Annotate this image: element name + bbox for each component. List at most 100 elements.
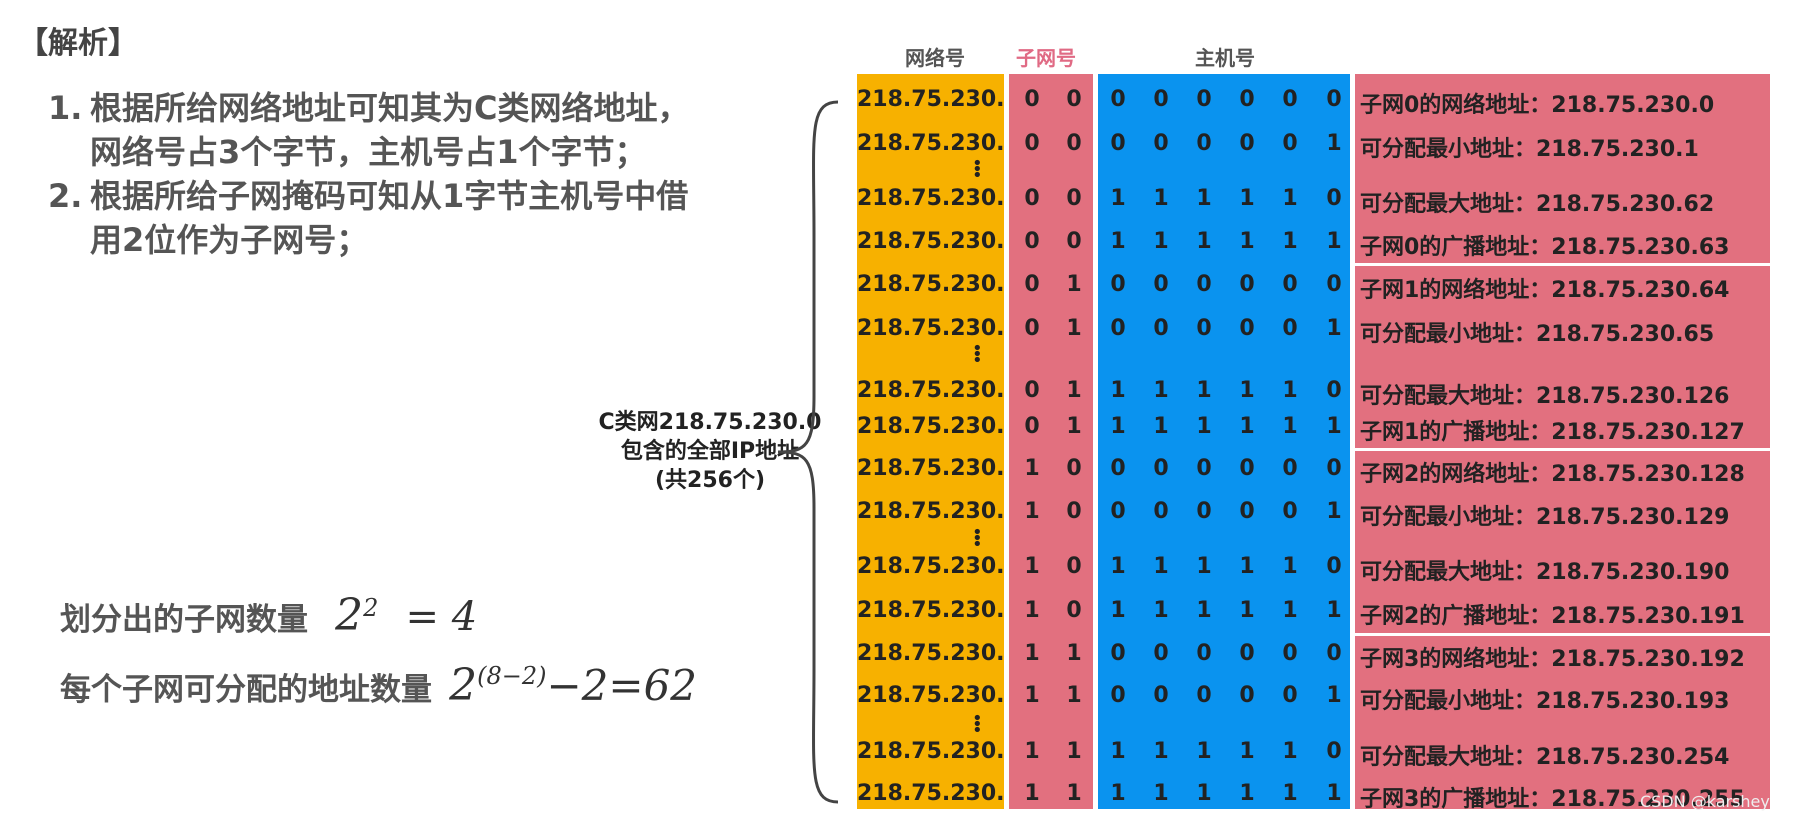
- host-bit: 0: [1153, 456, 1169, 481]
- host-bit: 1: [1282, 554, 1298, 579]
- host-bit: 1: [1282, 229, 1298, 254]
- host-bit: 1: [1196, 414, 1212, 439]
- host-bit: 0: [1282, 272, 1298, 297]
- brace-label: C类网218.75.230.0 包含的全部IP地址 (共256个): [580, 408, 840, 495]
- address-annotation: 子网0的广播地址：218.75.230.63: [1360, 235, 1730, 260]
- formula-result: = 4: [405, 594, 478, 640]
- host-bit: 1: [1110, 554, 1126, 579]
- host-bit: 0: [1153, 272, 1169, 297]
- host-bit: 1: [1282, 598, 1298, 623]
- address-annotation: 子网3的广播地址：218.75.230.255: [1360, 787, 1745, 812]
- host-bit: 0: [1196, 316, 1212, 341]
- address-annotation: 子网1的广播地址：218.75.230.127: [1360, 420, 1745, 445]
- host-bit: 1: [1153, 414, 1169, 439]
- address-annotation: 子网2的网络地址：218.75.230.128: [1360, 462, 1745, 487]
- host-bit: 0: [1326, 554, 1342, 579]
- host-bit: 1: [1153, 739, 1169, 764]
- address-annotation: 可分配最小地址：218.75.230.65: [1360, 322, 1715, 347]
- host-bit: 0: [1196, 499, 1212, 524]
- host-bit: 1: [1110, 598, 1126, 623]
- host-bit: 0: [1153, 683, 1169, 708]
- network-prefix: 218.75.230.: [857, 316, 1005, 341]
- host-bit: 0: [1110, 641, 1126, 666]
- host-bit: 0: [1282, 316, 1298, 341]
- host-bit: 0: [1326, 186, 1342, 211]
- network-prefix: 218.75.230.: [857, 683, 1005, 708]
- host-bit: 1: [1110, 414, 1126, 439]
- subnet-bit: 0: [1024, 272, 1040, 297]
- item-number: 2.: [48, 177, 83, 215]
- host-bit: 1: [1282, 414, 1298, 439]
- host-bit: 1: [1110, 378, 1126, 403]
- host-bit: 0: [1282, 683, 1298, 708]
- explanation-list: 1. 根据所给网络地址可知其为C类网络地址， 网络号占3个字节，主机号占1个字节…: [48, 86, 690, 262]
- host-bit: 1: [1153, 554, 1169, 579]
- host-bit: 0: [1239, 456, 1255, 481]
- subnet-bit: 1: [1066, 641, 1082, 666]
- subnet-bit: 0: [1066, 87, 1082, 112]
- subnet-bit: 1: [1066, 683, 1082, 708]
- address-annotation: 子网0的网络地址：218.75.230.0: [1360, 93, 1715, 118]
- host-bit: 0: [1196, 683, 1212, 708]
- host-bit: 1: [1239, 781, 1255, 806]
- network-prefix: 218.75.230.: [857, 456, 1005, 481]
- address-annotation: 子网3的网络地址：218.75.230.192: [1360, 647, 1745, 672]
- brace-label-line: 包含的全部IP地址: [620, 439, 800, 464]
- explanation-item-1: 1. 根据所给网络地址可知其为C类网络地址， 网络号占3个字节，主机号占1个字节…: [48, 86, 690, 174]
- brace-label-line: (共256个): [654, 468, 766, 493]
- host-bit: 1: [1196, 186, 1212, 211]
- host-bit: 0: [1326, 641, 1342, 666]
- subnet-bit: 0: [1066, 499, 1082, 524]
- host-bit: 1: [1326, 316, 1342, 341]
- host-bit: 0: [1153, 499, 1169, 524]
- host-bit: 0: [1196, 272, 1212, 297]
- host-bit: 0: [1239, 87, 1255, 112]
- host-bit: 1: [1153, 781, 1169, 806]
- network-prefix: 218.75.230.: [857, 272, 1005, 297]
- host-bit: 0: [1110, 499, 1126, 524]
- subnet-bit: 1: [1024, 499, 1040, 524]
- address-annotation: 可分配最小地址：218.75.230.129: [1360, 505, 1730, 530]
- host-bit: 1: [1196, 378, 1212, 403]
- subnet-count-formula: 划分出的子网数量 22 = 4: [60, 590, 477, 641]
- host-bit: 0: [1239, 131, 1255, 156]
- subnet-bit: 1: [1066, 316, 1082, 341]
- host-bit: 0: [1110, 272, 1126, 297]
- host-bit: 0: [1239, 683, 1255, 708]
- network-prefix: 218.75.230.: [857, 739, 1005, 764]
- subnet-bit: 1: [1066, 739, 1082, 764]
- host-bit: 0: [1110, 456, 1126, 481]
- address-annotation: 可分配最小地址：218.75.230.193: [1360, 689, 1730, 714]
- subnet-bit: 1: [1024, 683, 1040, 708]
- host-bit: 0: [1239, 272, 1255, 297]
- host-bit: 0: [1196, 456, 1212, 481]
- host-bit: 1: [1239, 739, 1255, 764]
- subnet-group-divider: [1355, 263, 1770, 266]
- host-bit: 1: [1239, 378, 1255, 403]
- item-text-line: 用2位作为子网号；: [90, 221, 369, 259]
- address-annotation: 可分配最小地址：218.75.230.1: [1360, 137, 1699, 162]
- address-annotation: 可分配最大地址：218.75.230.126: [1360, 384, 1730, 409]
- host-bit: 1: [1196, 781, 1212, 806]
- address-annotation: 子网2的广播地址：218.75.230.191: [1360, 604, 1745, 629]
- host-bit: 1: [1239, 229, 1255, 254]
- host-bit: 0: [1326, 87, 1342, 112]
- explanation-item-2: 2. 根据所给子网掩码可知从1字节主机号中借 用2位作为子网号；: [48, 174, 690, 262]
- ellipsis-icon: • • •: [972, 153, 983, 186]
- section-title: 【解析】: [18, 26, 138, 61]
- host-bit: 1: [1196, 598, 1212, 623]
- host-bit: 0: [1326, 378, 1342, 403]
- subnet-bit: 1: [1024, 554, 1040, 579]
- host-bit: 1: [1239, 598, 1255, 623]
- subnet-bit: 1: [1066, 378, 1082, 403]
- host-bit: 1: [1110, 229, 1126, 254]
- subnet-bit: 0: [1024, 414, 1040, 439]
- host-bit: 0: [1239, 641, 1255, 666]
- subnet-column: [1009, 74, 1093, 809]
- network-prefix: 218.75.230.: [857, 414, 1005, 439]
- annotation-column: [1355, 74, 1770, 809]
- network-column: [857, 74, 1004, 809]
- formula-result: −2=62: [546, 661, 698, 710]
- subnet-bit: 0: [1066, 456, 1082, 481]
- host-bit: 1: [1282, 378, 1298, 403]
